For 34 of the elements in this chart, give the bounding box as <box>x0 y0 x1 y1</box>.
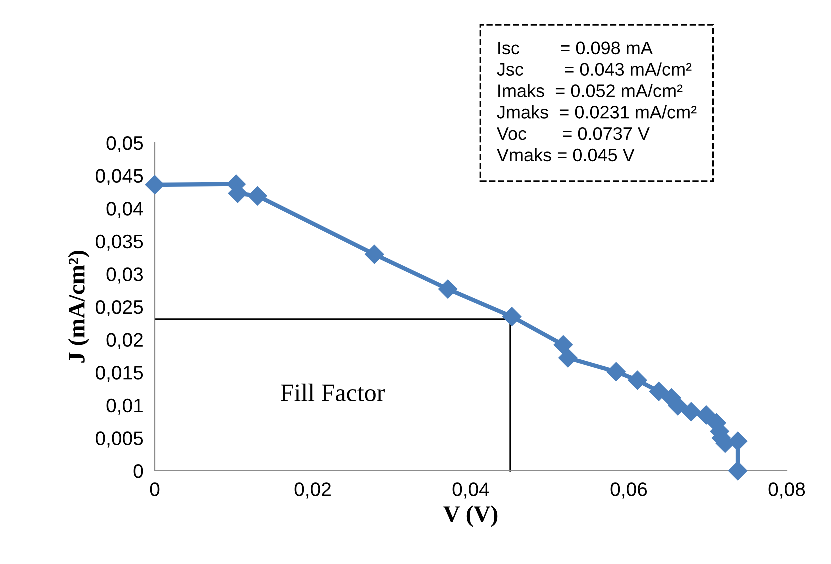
y-axis-title: J (mA/cm²) <box>68 251 90 363</box>
y-tick-label: 0 <box>134 464 144 478</box>
point <box>728 461 748 481</box>
point <box>649 382 669 402</box>
y-tick-label: 0,035 <box>96 234 144 251</box>
point <box>554 336 573 355</box>
y-tick-label: 0,045 <box>96 169 144 186</box>
point <box>682 402 701 422</box>
y-tick-label: 0,04 <box>106 202 144 218</box>
y-tick-label: 0,03 <box>106 268 144 284</box>
point <box>558 348 578 368</box>
x-tick-label: 0,06 <box>610 482 648 499</box>
x-axis-title: V (V) <box>444 506 498 528</box>
point <box>365 244 384 264</box>
point <box>145 175 165 195</box>
point <box>438 280 458 299</box>
y-tick-label: 0,02 <box>106 333 143 350</box>
x-tick-label: 0 <box>150 482 160 496</box>
x-tick-label: 0,02 <box>294 482 331 499</box>
x-tick-label: 0,08 <box>768 482 806 499</box>
annotation: Fill Factor <box>281 384 385 402</box>
point <box>248 186 268 206</box>
point <box>668 396 688 416</box>
y-tick-label: 0,005 <box>96 432 144 448</box>
x-tick-label: 0,04 <box>452 482 490 499</box>
point <box>696 406 716 425</box>
annotation: Isc = 0.098 mA Jsc = 0.043 mA/cm² Imaks = 0.052 mA/cm² Jmaks = 0.0231 mA/cm² Voc = 0.0737 V Vmaks = 0.045 V <box>496 42 697 162</box>
y-tick-label: 0,05 <box>106 136 144 153</box>
y-tick-label: 0,025 <box>96 300 144 317</box>
point <box>628 370 648 390</box>
point <box>502 307 522 326</box>
y-tick-label: 0,01 <box>106 398 143 415</box>
point <box>606 362 626 382</box>
y-tick-label: 0,015 <box>96 366 144 382</box>
